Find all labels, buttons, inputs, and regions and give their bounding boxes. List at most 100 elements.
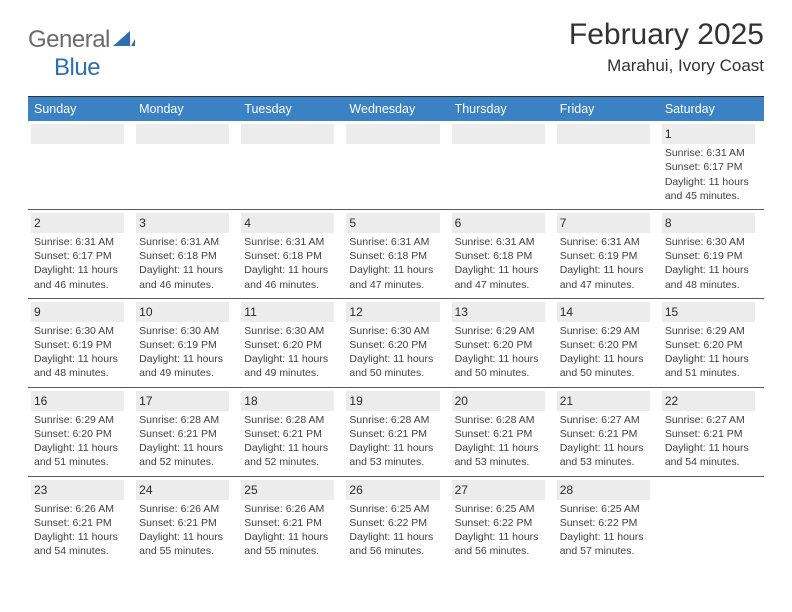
calendar-cell: 18Sunrise: 6:28 AMSunset: 6:21 PMDayligh… — [238, 387, 343, 476]
calendar-cell: 9Sunrise: 6:30 AMSunset: 6:19 PMDaylight… — [28, 298, 133, 387]
sunset-line: Sunset: 6:21 PM — [244, 516, 337, 530]
sunset-line: Sunset: 6:21 PM — [349, 427, 442, 441]
sunset-line: Sunset: 6:17 PM — [34, 249, 127, 263]
day-number: 4 — [241, 213, 334, 233]
sunrise-line: Sunrise: 6:26 AM — [139, 502, 232, 516]
calendar-cell: 15Sunrise: 6:29 AMSunset: 6:20 PMDayligh… — [659, 298, 764, 387]
day-number-empty — [452, 124, 545, 144]
daylight-line: Daylight: 11 hours and 52 minutes. — [244, 441, 337, 469]
calendar-cell: 24Sunrise: 6:26 AMSunset: 6:21 PMDayligh… — [133, 476, 238, 564]
daylight-line: Daylight: 11 hours and 46 minutes. — [244, 263, 337, 291]
sunset-line: Sunset: 6:21 PM — [34, 516, 127, 530]
daylight-line: Daylight: 11 hours and 53 minutes. — [349, 441, 442, 469]
day-number: 17 — [136, 391, 229, 411]
day-number: 16 — [31, 391, 124, 411]
day-number: 23 — [31, 480, 124, 500]
sunrise-line: Sunrise: 6:30 AM — [244, 324, 337, 338]
day-number: 2 — [31, 213, 124, 233]
calendar-cell: 21 Sunrise: 6:27 AMSunset: 6:21 PMDayligh… — [554, 387, 659, 476]
daylight-line: Daylight: 11 hours and 50 minutes. — [455, 352, 548, 380]
day-number-empty — [557, 124, 650, 144]
sunset-line: Sunset: 6:21 PM — [560, 427, 653, 441]
day-number: 26 — [346, 480, 439, 500]
calendar-cell: 27 Sunrise: 6:25 AMSunset: 6:22 PMDayligh… — [449, 476, 554, 564]
day-number: 28 — [557, 480, 650, 500]
calendar-cell: 16Sunrise: 6:29 AMSunset: 6:20 PMDayligh… — [28, 387, 133, 476]
calendar-cell: 8Sunrise: 6:30 AMSunset: 6:19 PMDaylight… — [659, 209, 764, 298]
sunrise-line: Sunrise: 6:29 AM — [455, 324, 548, 338]
sunset-line: Sunset: 6:20 PM — [665, 338, 758, 352]
calendar-cell: 11Sunrise: 6:30 AMSunset: 6:20 PMDayligh… — [238, 298, 343, 387]
sunset-line: Sunset: 6:22 PM — [560, 516, 653, 530]
daylight-line: Daylight: 11 hours and 54 minutes. — [665, 441, 758, 469]
calendar-week-row: 16Sunrise: 6:29 AMSunset: 6:20 PMDayligh… — [28, 387, 764, 476]
daylight-line: Daylight: 11 hours and 53 minutes. — [455, 441, 548, 469]
daylight-line: Daylight: 11 hours and 46 minutes. — [34, 263, 127, 291]
sunset-line: Sunset: 6:18 PM — [139, 249, 232, 263]
sunrise-line: Sunrise: 6:31 AM — [349, 235, 442, 249]
calendar-cell: 3Sunrise: 6:31 AMSunset: 6:18 PMDaylight… — [133, 209, 238, 298]
weekday-header-row: SundayMondayTuesdayWednesdayThursdayFrid… — [28, 97, 764, 121]
daylight-line: Daylight: 11 hours and 49 minutes. — [139, 352, 232, 380]
daylight-line: Daylight: 11 hours and 55 minutes. — [244, 530, 337, 558]
sunrise-line: Sunrise: 6:27 AM — [560, 413, 653, 427]
sunset-line: Sunset: 6:20 PM — [455, 338, 548, 352]
day-number: 14 — [557, 302, 650, 322]
day-number: 27 — [452, 480, 545, 500]
logo: General Blue — [28, 26, 135, 82]
calendar-cell: 1Sunrise: 6:31 AMSunset: 6:17 PMDaylight… — [659, 121, 764, 209]
page-header: General Blue February 2025 Marahui, Ivor… — [28, 18, 764, 82]
calendar-cell: 25Sunrise: 6:26 AMSunset: 6:21 PMDayligh… — [238, 476, 343, 564]
day-number: 12 — [346, 302, 439, 322]
calendar-cell: 10Sunrise: 6:30 AMSunset: 6:19 PMDayligh… — [133, 298, 238, 387]
calendar-cell: 5Sunrise: 6:31 AMSunset: 6:18 PMDaylight… — [343, 209, 448, 298]
calendar-cell: 12Sunrise: 6:30 AMSunset: 6:20 PMDayligh… — [343, 298, 448, 387]
calendar-cell: 14Sunrise: 6:29 AMSunset: 6:20 PMDayligh… — [554, 298, 659, 387]
day-number: 1 — [662, 124, 755, 144]
calendar-cell: 6Sunrise: 6:31 AMSunset: 6:18 PMDaylight… — [449, 209, 554, 298]
calendar-week-row: 9Sunrise: 6:30 AMSunset: 6:19 PMDaylight… — [28, 298, 764, 387]
month-title: February 2025 — [569, 18, 764, 52]
day-number: 6 — [452, 213, 545, 233]
weekday-header: Tuesday — [238, 97, 343, 121]
sunrise-line: Sunrise: 6:25 AM — [455, 502, 548, 516]
sunset-line: Sunset: 6:19 PM — [139, 338, 232, 352]
sunrise-line: Sunrise: 6:29 AM — [560, 324, 653, 338]
sunset-line: Sunset: 6:19 PM — [665, 249, 758, 263]
daylight-line: Daylight: 11 hours and 56 minutes. — [455, 530, 548, 558]
sunset-line: Sunset: 6:21 PM — [139, 427, 232, 441]
sunrise-line: Sunrise: 6:28 AM — [244, 413, 337, 427]
day-number: 10 — [136, 302, 229, 322]
daylight-line: Daylight: 11 hours and 52 minutes. — [139, 441, 232, 469]
sunset-line: Sunset: 6:20 PM — [34, 427, 127, 441]
calendar-cell — [238, 121, 343, 209]
sunset-line: Sunset: 6:21 PM — [665, 427, 758, 441]
calendar-cell: 26Sunrise: 6:25 AMSunset: 6:22 PMDayligh… — [343, 476, 448, 564]
day-number-empty — [346, 124, 439, 144]
daylight-line: Daylight: 11 hours and 48 minutes. — [665, 263, 758, 291]
sunset-line: Sunset: 6:18 PM — [455, 249, 548, 263]
calendar-week-row: 1Sunrise: 6:31 AMSunset: 6:17 PMDaylight… — [28, 121, 764, 209]
day-number: 7 — [557, 213, 650, 233]
calendar-week-row: 23Sunrise: 6:26 AMSunset: 6:21 PMDayligh… — [28, 476, 764, 564]
sunrise-line: Sunrise: 6:30 AM — [665, 235, 758, 249]
weekday-header: Sunday — [28, 97, 133, 121]
calendar-table: SundayMondayTuesdayWednesdayThursdayFrid… — [28, 97, 764, 564]
location-label: Marahui, Ivory Coast — [569, 56, 764, 76]
sunrise-line: Sunrise: 6:28 AM — [349, 413, 442, 427]
daylight-line: Daylight: 11 hours and 50 minutes. — [349, 352, 442, 380]
day-number: 21 — [557, 391, 650, 411]
daylight-line: Daylight: 11 hours and 46 minutes. — [139, 263, 232, 291]
daylight-line: Daylight: 11 hours and 48 minutes. — [34, 352, 127, 380]
day-number: 11 — [241, 302, 334, 322]
daylight-line: Daylight: 11 hours and 53 minutes. — [560, 441, 653, 469]
daylight-line: Daylight: 11 hours and 47 minutes. — [560, 263, 653, 291]
sunset-line: Sunset: 6:22 PM — [455, 516, 548, 530]
title-block: February 2025 Marahui, Ivory Coast — [569, 18, 764, 76]
calendar-cell: 20Sunrise: 6:28 AMSunset: 6:21 PMDayligh… — [449, 387, 554, 476]
sunrise-line: Sunrise: 6:31 AM — [665, 146, 758, 160]
logo-text: General — [28, 26, 135, 54]
day-number: 5 — [346, 213, 439, 233]
day-number: 22 — [662, 391, 755, 411]
day-number: 18 — [241, 391, 334, 411]
